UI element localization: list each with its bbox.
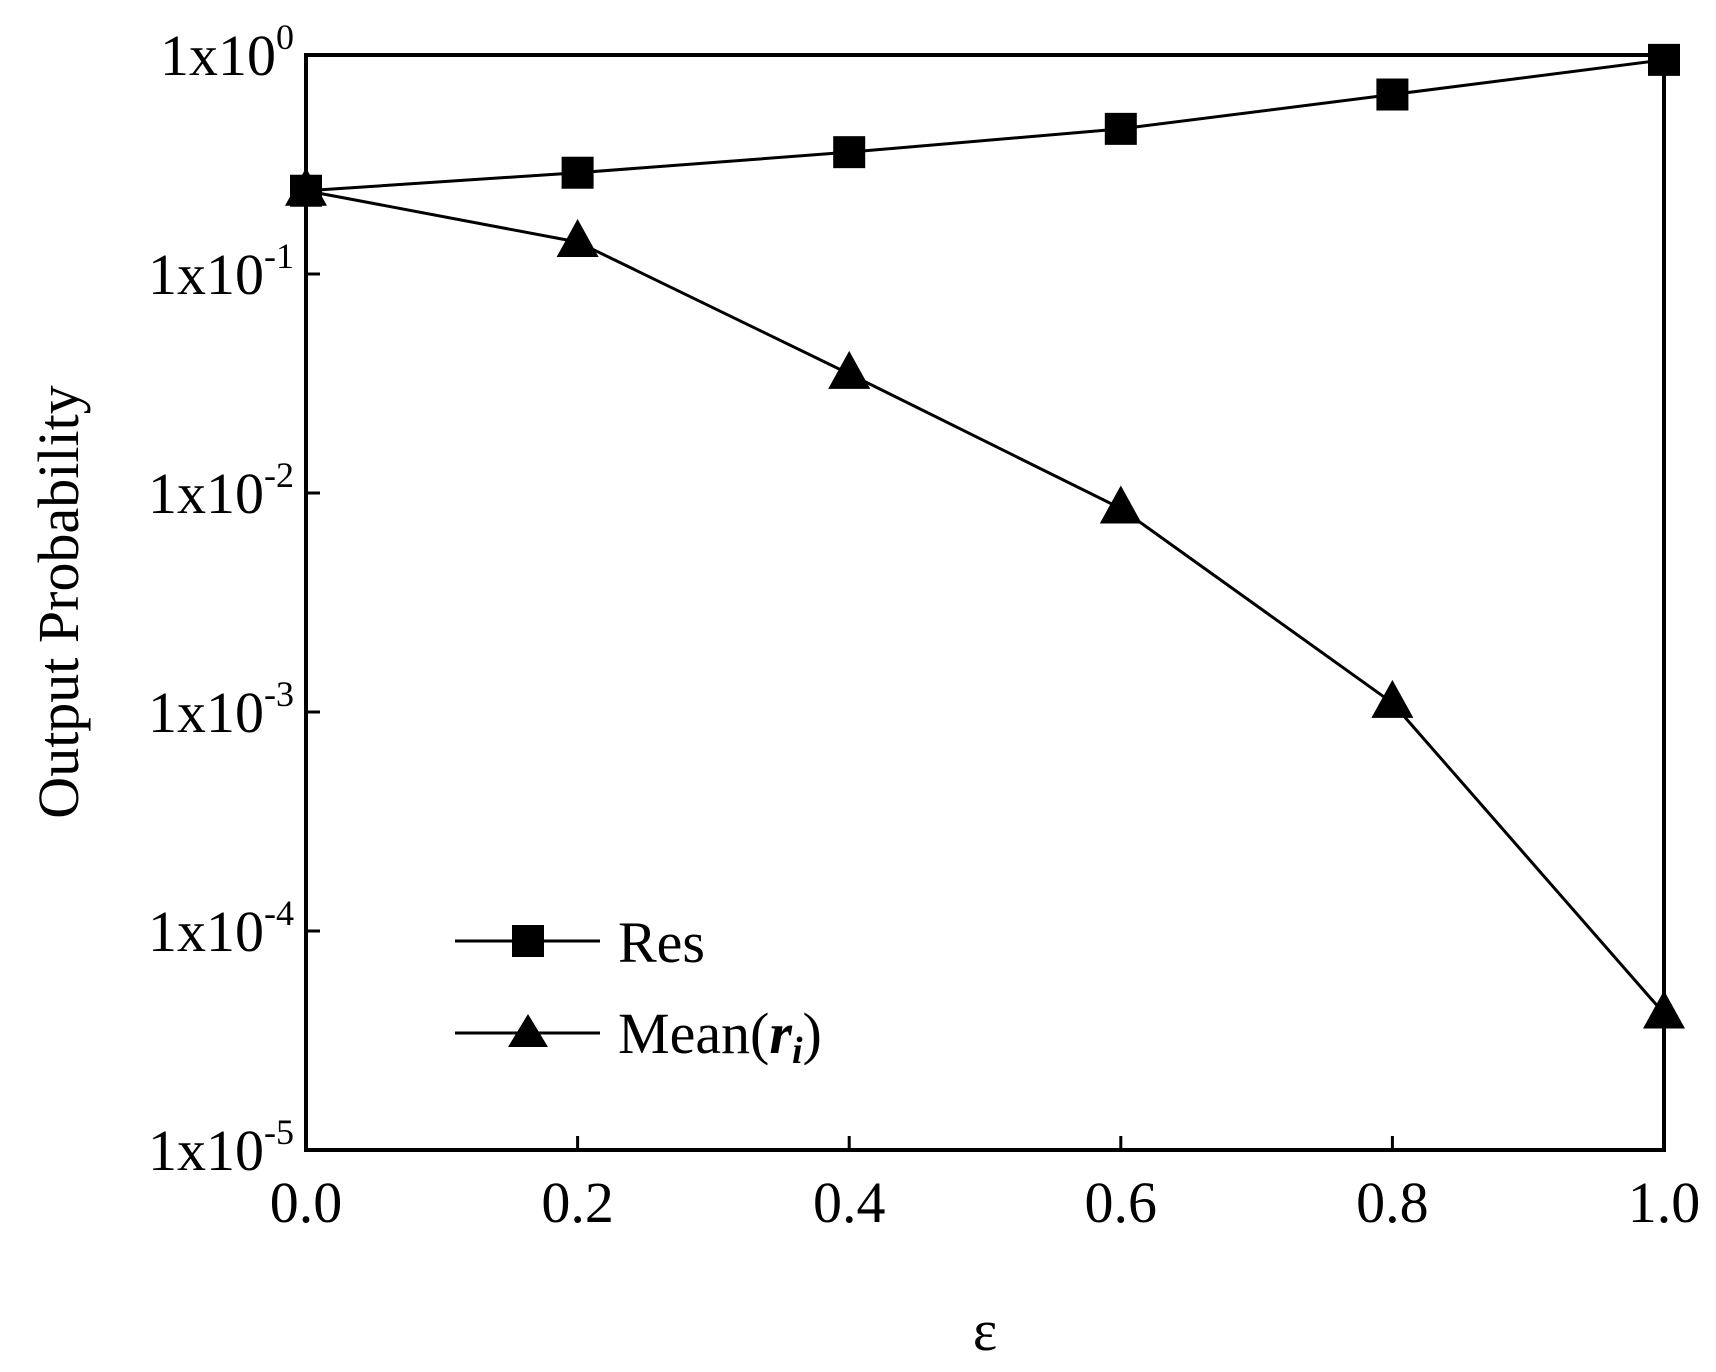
data-point-mean-ri <box>1643 990 1685 1029</box>
data-point-mean-ri <box>1371 679 1414 718</box>
x-axis-label: ε <box>973 1298 997 1363</box>
data-point-res <box>1376 78 1409 111</box>
series-layer <box>285 43 1685 1029</box>
x-tick-label: 0.8 <box>1356 1170 1429 1235</box>
data-point-res <box>1648 43 1680 76</box>
y-tick-label: 1x10-4 <box>148 893 294 964</box>
x-tick-label: 0.6 <box>1085 1170 1158 1235</box>
x-tick-label: 0.0 <box>270 1170 343 1235</box>
data-point-res <box>561 156 594 189</box>
data-point-res <box>1104 112 1137 145</box>
y-tick-label: 1x10-5 <box>148 1112 294 1183</box>
y-ticks: 1x100 1x10-1 1x10-2 1x10-3 1x10-4 1x10-5 <box>148 17 320 1183</box>
x-ticks: 0.0 0.2 0.4 0.6 0.8 1.0 <box>270 1136 1701 1235</box>
y-tick-label: 1x10-1 <box>148 236 294 307</box>
series-line-res <box>305 58 1665 193</box>
y-axis-label: Output Probability <box>26 385 91 818</box>
legend-res-marker <box>512 925 544 957</box>
y-tick-label: 1x10-3 <box>148 674 294 745</box>
y-tick-label: 1x100 <box>160 17 294 88</box>
plot-frame <box>304 53 1666 1152</box>
legend-mean-label: Mean(ri) <box>618 1001 822 1072</box>
x-tick-label: 0.2 <box>541 1170 614 1235</box>
legend-mean-label-main: Mean( <box>618 1001 769 1066</box>
legend-res-label: Res <box>618 910 705 975</box>
y-tick-label: 1x10-2 <box>148 455 294 526</box>
data-point-mean-ri <box>556 218 599 257</box>
data-point-mean-ri <box>1099 485 1142 524</box>
data-point-mean-ri <box>828 350 871 389</box>
x-tick-label: 1.0 <box>1628 1170 1701 1235</box>
legend-mean-label-var: r <box>769 1001 792 1066</box>
legend-mean-label-sub: i <box>792 1030 803 1072</box>
data-point-mean-ri <box>285 167 327 206</box>
legend: Res Mean(ri) <box>455 910 822 1072</box>
legend-mean-label-close: ) <box>803 1001 822 1066</box>
x-tick-label: 0.4 <box>813 1170 886 1235</box>
series-line-mean-ri <box>305 189 1666 1015</box>
data-point-res <box>833 136 866 169</box>
legend-mean-marker <box>508 1014 548 1047</box>
